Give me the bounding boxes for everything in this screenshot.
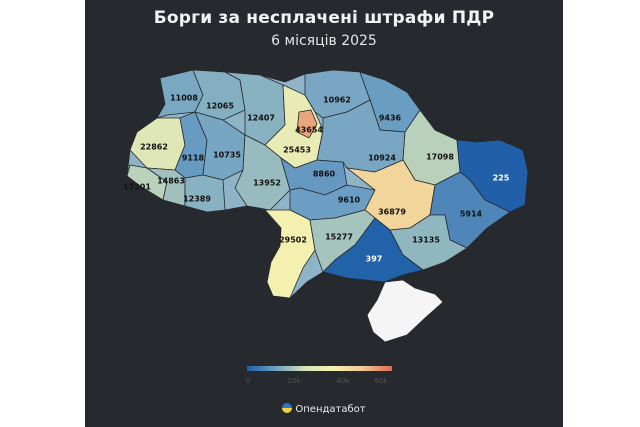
label-kyiv-city: 43654	[295, 126, 323, 135]
brand-name: Опендатабот	[295, 404, 366, 415]
legend-tick-1: 20k	[287, 377, 301, 385]
label-sumy: 9436	[379, 114, 402, 123]
label-mykolaiv: 15277	[325, 233, 353, 242]
label-ivano-frankivsk: 14863	[157, 177, 185, 186]
label-kherson: 397	[366, 255, 383, 264]
label-lviv: 22862	[140, 143, 168, 152]
region-kyiv-city	[296, 109, 318, 139]
label-poltava: 10924	[368, 154, 396, 163]
label-chernihiv: 10962	[323, 96, 351, 105]
brand-footer: Опендатабот	[85, 403, 563, 415]
legend-tick-0: 0	[245, 377, 251, 385]
label-zhytomyr: 12407	[247, 114, 275, 123]
label-zaporizhzhia: 13135	[412, 236, 440, 245]
label-khmelnytskyi: 10735	[213, 151, 241, 160]
region-crimea	[366, 279, 444, 343]
ukraine-map: 11008 12065 12407 43654 25453 10962 9436…	[123, 69, 529, 343]
color-legend	[247, 366, 392, 371]
label-cherkasy: 8860	[313, 170, 336, 179]
label-zakarpattia: 17201	[123, 183, 151, 192]
opendatabot-logo-icon	[282, 403, 293, 413]
legend-tick-2: 40k	[336, 377, 350, 385]
label-donetsk: 5914	[460, 210, 483, 219]
region-odesa	[264, 209, 316, 299]
legend-tick-3: 60k	[374, 377, 388, 385]
regions-layer	[126, 69, 529, 299]
label-kirovohrad: 9610	[338, 196, 361, 205]
label-chernivtsi: 12389	[183, 195, 211, 204]
label-ternopil: 9118	[182, 154, 205, 163]
legend-ticks: 0 20k 40k 60k	[245, 377, 392, 387]
region-kherson	[322, 217, 424, 283]
region-khmelnytskyi	[194, 111, 246, 181]
label-dnipropetrovsk: 36879	[378, 208, 406, 217]
label-volyn: 11008	[170, 94, 198, 103]
legend-gradient-bar	[247, 366, 392, 371]
map-title: Борги за несплачені штрафи ПДР	[153, 8, 495, 28]
label-rivne: 12065	[206, 102, 234, 111]
label-luhansk: 225	[493, 174, 510, 183]
map-subtitle: 6 місяців 2025	[271, 33, 377, 49]
region-chernivtsi	[184, 174, 226, 213]
label-vinnytsia: 13952	[253, 179, 281, 188]
label-odesa: 29502	[279, 236, 307, 245]
region-labels: 11008 12065 12407 43654 25453 10962 9436…	[123, 94, 510, 264]
map-panel: Борги за несплачені штрафи ПДР 6 місяців…	[85, 0, 563, 427]
label-kharkiv: 17098	[426, 153, 454, 162]
label-kyiv-oblast: 25453	[283, 146, 311, 155]
